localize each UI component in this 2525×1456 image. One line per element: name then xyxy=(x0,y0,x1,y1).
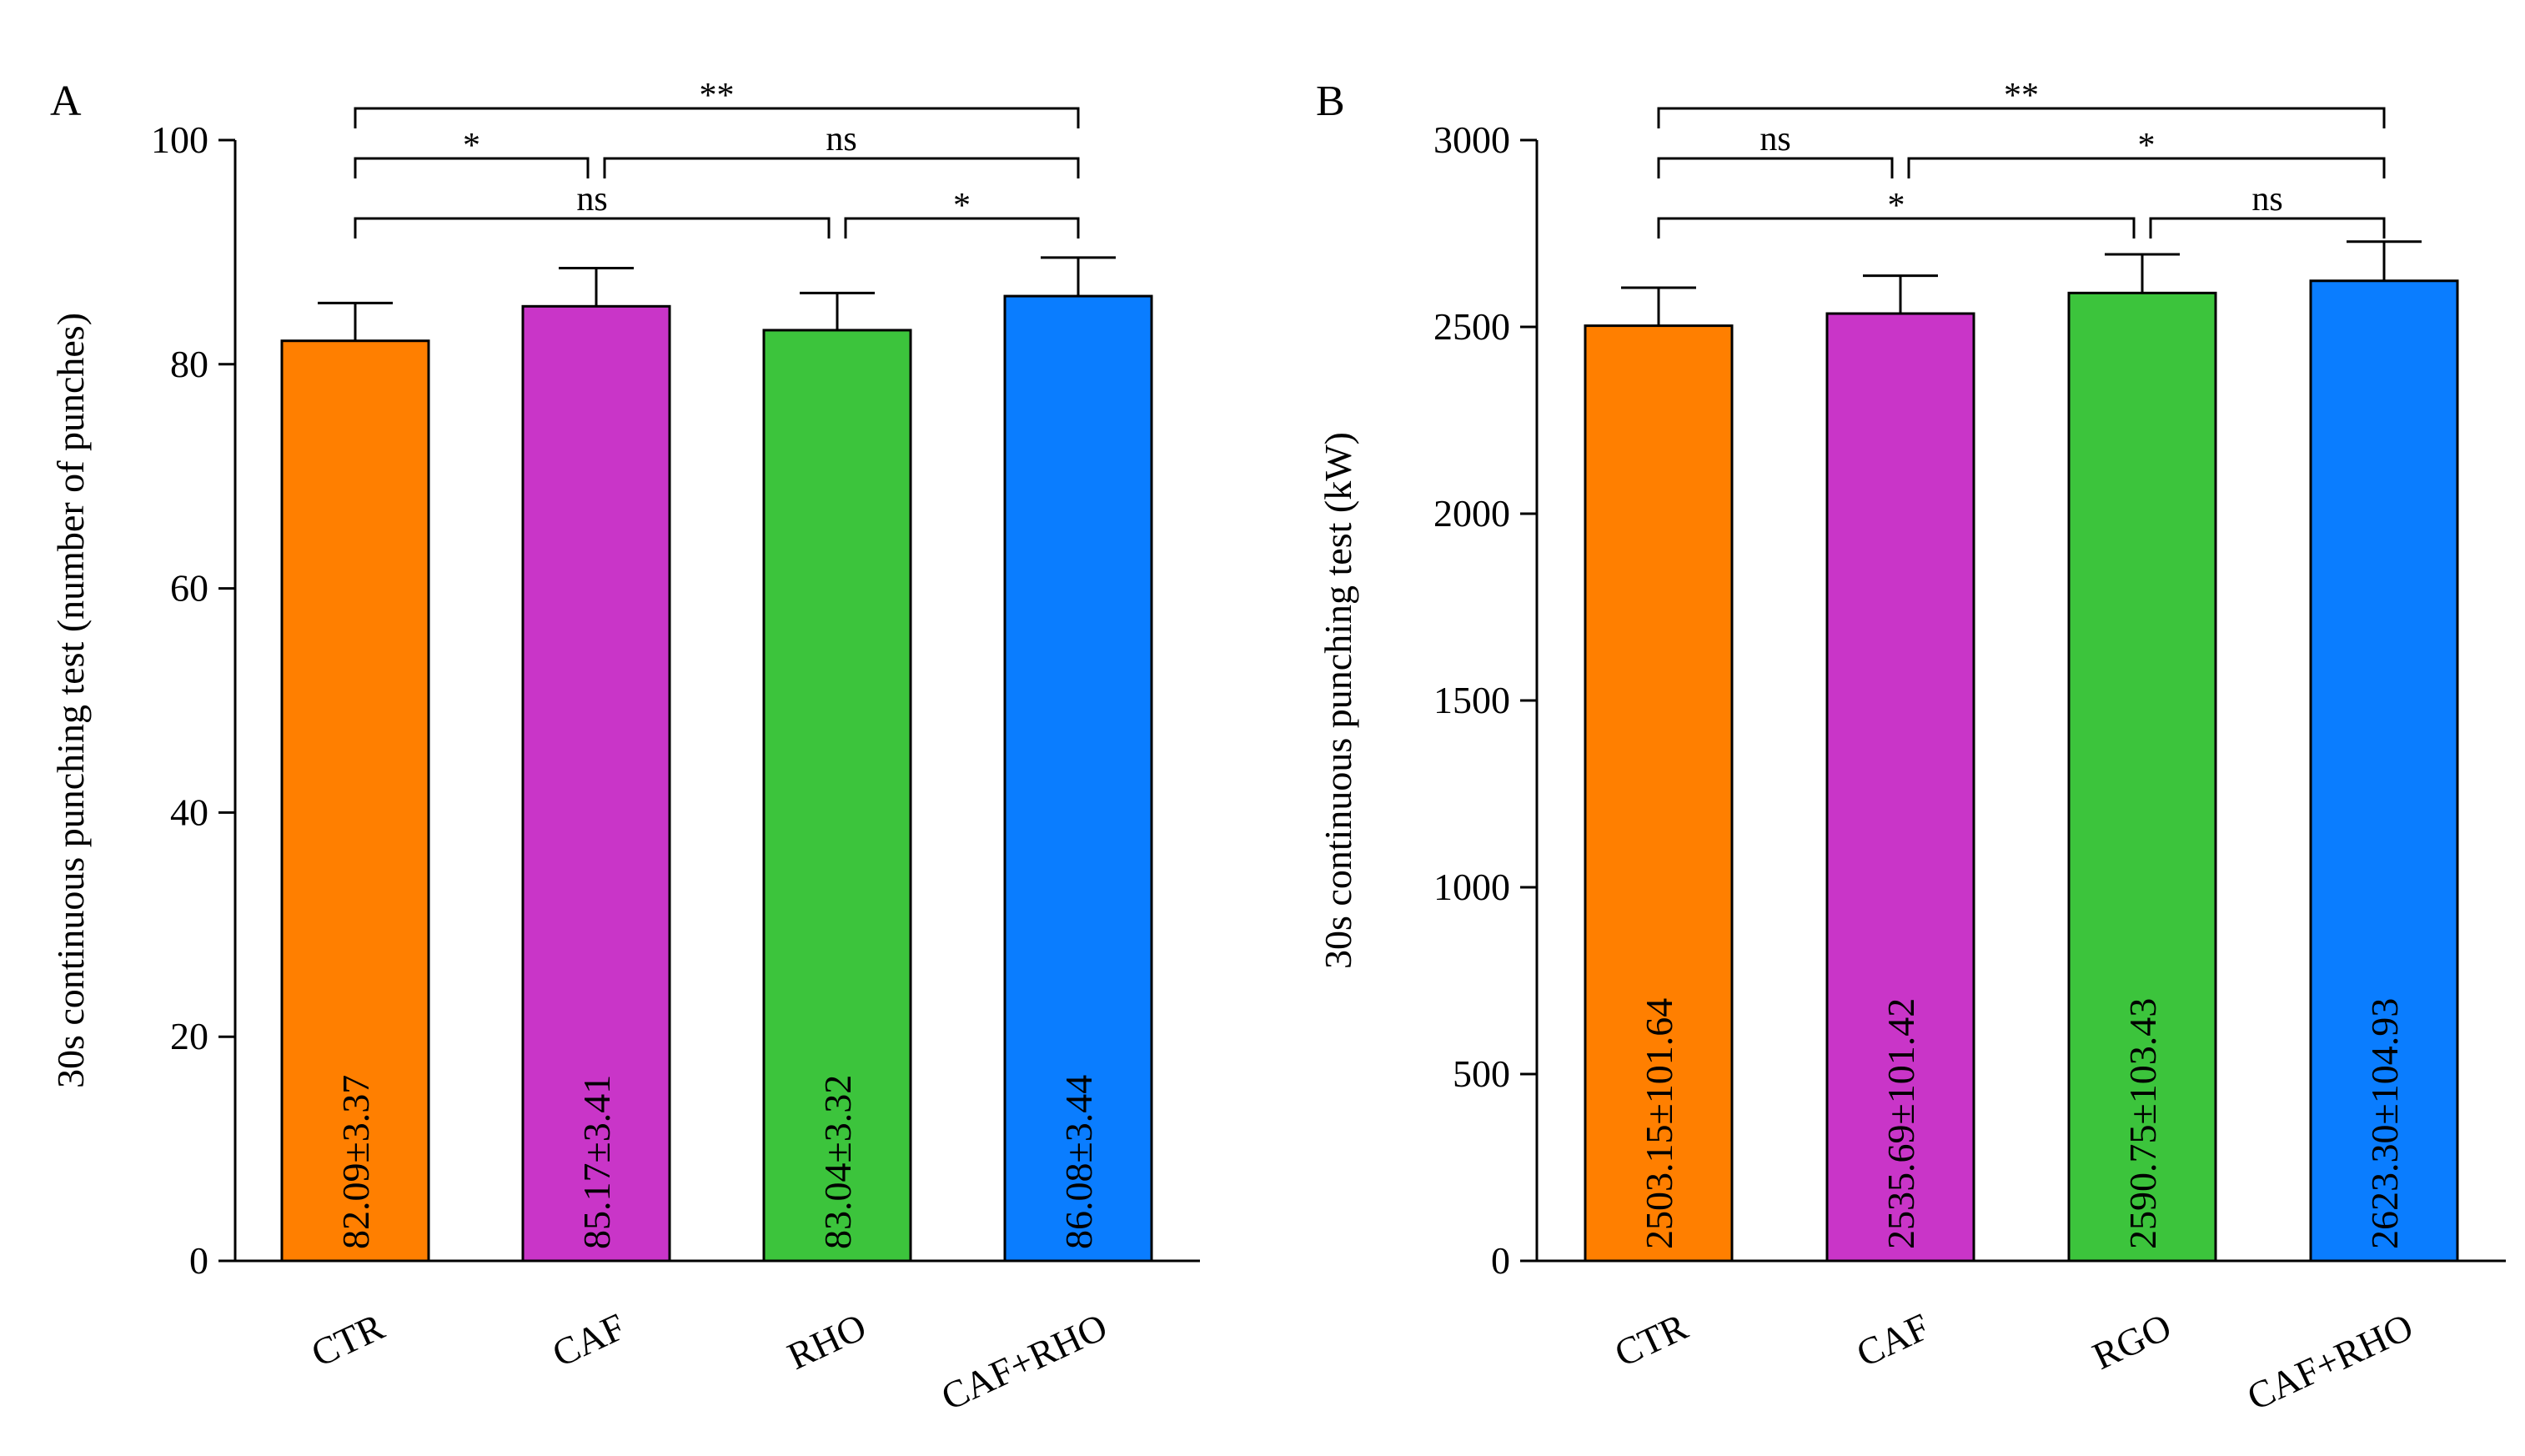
significance-label: ns xyxy=(1759,120,1790,158)
y-tick-label: 0 xyxy=(1491,1239,1510,1282)
significance-bracket xyxy=(354,217,831,238)
y-tick-label: 1000 xyxy=(1433,866,1510,908)
x-category-label: RGO xyxy=(2086,1305,2178,1378)
y-axis-title: 30s continuous punching test (kW) xyxy=(1317,432,1359,969)
y-tick-label: 3000 xyxy=(1433,118,1510,161)
significance-label: ns xyxy=(2251,180,2282,218)
x-category-label: CTR xyxy=(1609,1305,1694,1375)
bar-value-label: 82.09±3.37 xyxy=(334,1075,377,1249)
significance-bracket xyxy=(354,107,1080,128)
y-tick-label: 1500 xyxy=(1433,679,1510,721)
y-axis-title: 30s continuous punching test (number of … xyxy=(49,313,92,1088)
significance-bracket xyxy=(844,217,1080,238)
significance-label: ** xyxy=(700,77,735,115)
bar-rgo xyxy=(2067,291,2217,1263)
bar-value-label: 2623.30±104.93 xyxy=(2363,998,2406,1249)
bar-ctr xyxy=(1584,324,1734,1263)
bar-ctr xyxy=(280,339,430,1263)
y-tick-label: 2500 xyxy=(1433,305,1510,348)
significance-bracket xyxy=(1657,107,2386,128)
bar-caf xyxy=(1825,312,1975,1263)
significance-bracket xyxy=(2149,217,2386,238)
x-category-label: CAF xyxy=(546,1305,632,1375)
x-category-label: RHO xyxy=(781,1305,873,1378)
significance-label: * xyxy=(2138,127,2156,165)
bar-value-label: 85.17±3.41 xyxy=(575,1075,618,1249)
x-category-label: CAF+RHO xyxy=(2241,1305,2419,1418)
bar-caf-rho xyxy=(1003,294,1153,1263)
y-tick-label: 0 xyxy=(189,1239,208,1282)
panel-letter: A xyxy=(50,78,82,125)
significance-label: ns xyxy=(826,120,856,158)
bar-value-label: 83.04±3.32 xyxy=(816,1075,859,1249)
bar-caf xyxy=(521,304,671,1263)
x-category-label: CAF xyxy=(1850,1305,1936,1375)
y-tick-label: 40 xyxy=(170,791,208,833)
bar-value-label: 2503.15±101.64 xyxy=(1638,998,1680,1249)
significance-bracket xyxy=(1657,157,1894,178)
y-tick-label: 60 xyxy=(170,567,208,610)
bar-value-label: 86.08±3.44 xyxy=(1057,1075,1100,1249)
bar-value-label: 2590.75±103.43 xyxy=(2121,998,2164,1249)
significance-label: ** xyxy=(2004,77,2039,115)
significance-label: * xyxy=(1888,187,1905,225)
x-category-label: CTR xyxy=(305,1305,391,1375)
significance-bracket xyxy=(1657,217,2136,238)
bar-value-label: 2535.69±101.42 xyxy=(1880,998,1922,1249)
significance-bracket xyxy=(603,157,1080,178)
x-category-label: CAF+RHO xyxy=(935,1305,1113,1418)
panel-letter: B xyxy=(1316,78,1345,125)
panel-a: A 0 20 40 60 80 100 30s continuous punching tes… xyxy=(49,77,1200,1418)
significance-label: * xyxy=(463,127,480,165)
significance-label: * xyxy=(953,187,971,225)
significance-label: ns xyxy=(576,180,607,218)
significance-bracket xyxy=(1907,157,2386,178)
panel-b: B 0 500 1000 1500 2000 2500 3000 30s continuous … xyxy=(1316,77,2506,1418)
y-tick-label: 100 xyxy=(151,118,208,161)
significance-bracket xyxy=(354,157,590,178)
y-tick-label: 2000 xyxy=(1433,492,1510,535)
y-tick-label: 500 xyxy=(1453,1052,1510,1095)
y-tick-label: 20 xyxy=(170,1015,208,1057)
y-tick-label: 80 xyxy=(170,343,208,385)
